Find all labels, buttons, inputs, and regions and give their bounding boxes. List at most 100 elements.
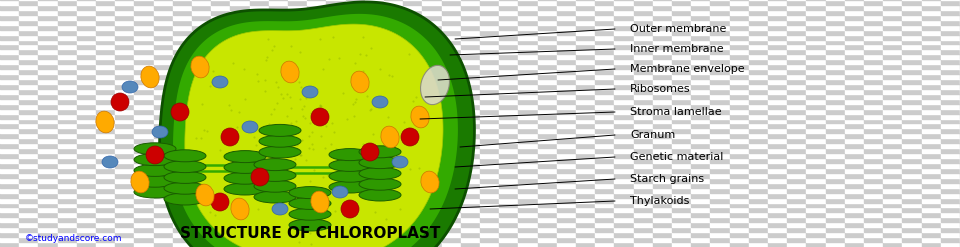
Polygon shape xyxy=(159,2,474,247)
Bar xyxy=(614,212,634,217)
Bar xyxy=(134,178,154,183)
Bar xyxy=(134,198,154,203)
Bar xyxy=(115,203,134,207)
Bar xyxy=(710,79,730,84)
Bar xyxy=(941,143,960,148)
Bar xyxy=(346,227,365,232)
Bar xyxy=(672,203,691,207)
Bar xyxy=(0,203,19,207)
Bar xyxy=(384,109,403,114)
Bar xyxy=(38,198,58,203)
Bar xyxy=(538,74,557,79)
Bar xyxy=(307,168,326,173)
Bar xyxy=(864,188,883,193)
Bar xyxy=(538,188,557,193)
Bar xyxy=(77,99,96,104)
Bar xyxy=(826,203,845,207)
Bar xyxy=(595,153,614,158)
Bar xyxy=(96,168,115,173)
Bar xyxy=(384,153,403,158)
Bar xyxy=(115,207,134,212)
Bar xyxy=(922,30,941,35)
Bar xyxy=(538,163,557,168)
Bar xyxy=(902,207,922,212)
Bar xyxy=(461,222,480,227)
Bar xyxy=(922,153,941,158)
Bar xyxy=(384,54,403,59)
Bar xyxy=(653,153,672,158)
Bar xyxy=(192,227,211,232)
Bar xyxy=(749,138,768,143)
Bar xyxy=(403,15,422,20)
Bar xyxy=(326,79,346,84)
Bar xyxy=(384,64,403,69)
Bar xyxy=(365,104,384,109)
Bar xyxy=(941,198,960,203)
Bar xyxy=(576,74,595,79)
Bar xyxy=(595,193,614,198)
Bar xyxy=(230,128,250,133)
Bar xyxy=(902,148,922,153)
Bar xyxy=(845,158,864,163)
Bar xyxy=(922,128,941,133)
Bar xyxy=(768,217,787,222)
Bar xyxy=(403,54,422,59)
Bar xyxy=(307,124,326,128)
Ellipse shape xyxy=(134,143,176,155)
Bar xyxy=(518,138,538,143)
Bar xyxy=(307,188,326,193)
Bar xyxy=(384,212,403,217)
Bar xyxy=(115,148,134,153)
Ellipse shape xyxy=(311,191,329,213)
Bar xyxy=(0,119,19,124)
Bar xyxy=(653,158,672,163)
Bar xyxy=(19,114,38,119)
Circle shape xyxy=(211,193,229,211)
Bar xyxy=(346,143,365,148)
Bar xyxy=(307,178,326,183)
Bar xyxy=(422,212,442,217)
Bar xyxy=(250,79,269,84)
Bar xyxy=(19,148,38,153)
Bar xyxy=(250,114,269,119)
Bar xyxy=(710,84,730,89)
Bar xyxy=(403,69,422,74)
Bar xyxy=(288,227,307,232)
Bar xyxy=(250,54,269,59)
Bar xyxy=(518,20,538,25)
Bar xyxy=(442,114,461,119)
Bar xyxy=(787,79,806,84)
Bar xyxy=(307,5,326,10)
Bar xyxy=(326,158,346,163)
Bar xyxy=(230,237,250,242)
Bar xyxy=(0,124,19,128)
Bar xyxy=(154,30,173,35)
Bar xyxy=(58,188,77,193)
Bar xyxy=(58,94,77,99)
Bar xyxy=(691,124,710,128)
Bar xyxy=(922,232,941,237)
Bar xyxy=(710,178,730,183)
Bar xyxy=(499,10,518,15)
Bar xyxy=(461,212,480,217)
Bar xyxy=(614,104,634,109)
Bar xyxy=(941,64,960,69)
Bar xyxy=(365,94,384,99)
Bar xyxy=(576,232,595,237)
Bar xyxy=(595,59,614,64)
Bar xyxy=(192,99,211,104)
Bar xyxy=(730,128,749,133)
Bar xyxy=(730,94,749,99)
Bar xyxy=(480,69,499,74)
Bar xyxy=(864,89,883,94)
Bar xyxy=(154,114,173,119)
Bar xyxy=(250,74,269,79)
Bar xyxy=(480,133,499,138)
Bar xyxy=(77,114,96,119)
Bar xyxy=(461,128,480,133)
Bar xyxy=(749,54,768,59)
Bar xyxy=(749,74,768,79)
Bar xyxy=(461,84,480,89)
Bar xyxy=(749,222,768,227)
Bar xyxy=(730,148,749,153)
